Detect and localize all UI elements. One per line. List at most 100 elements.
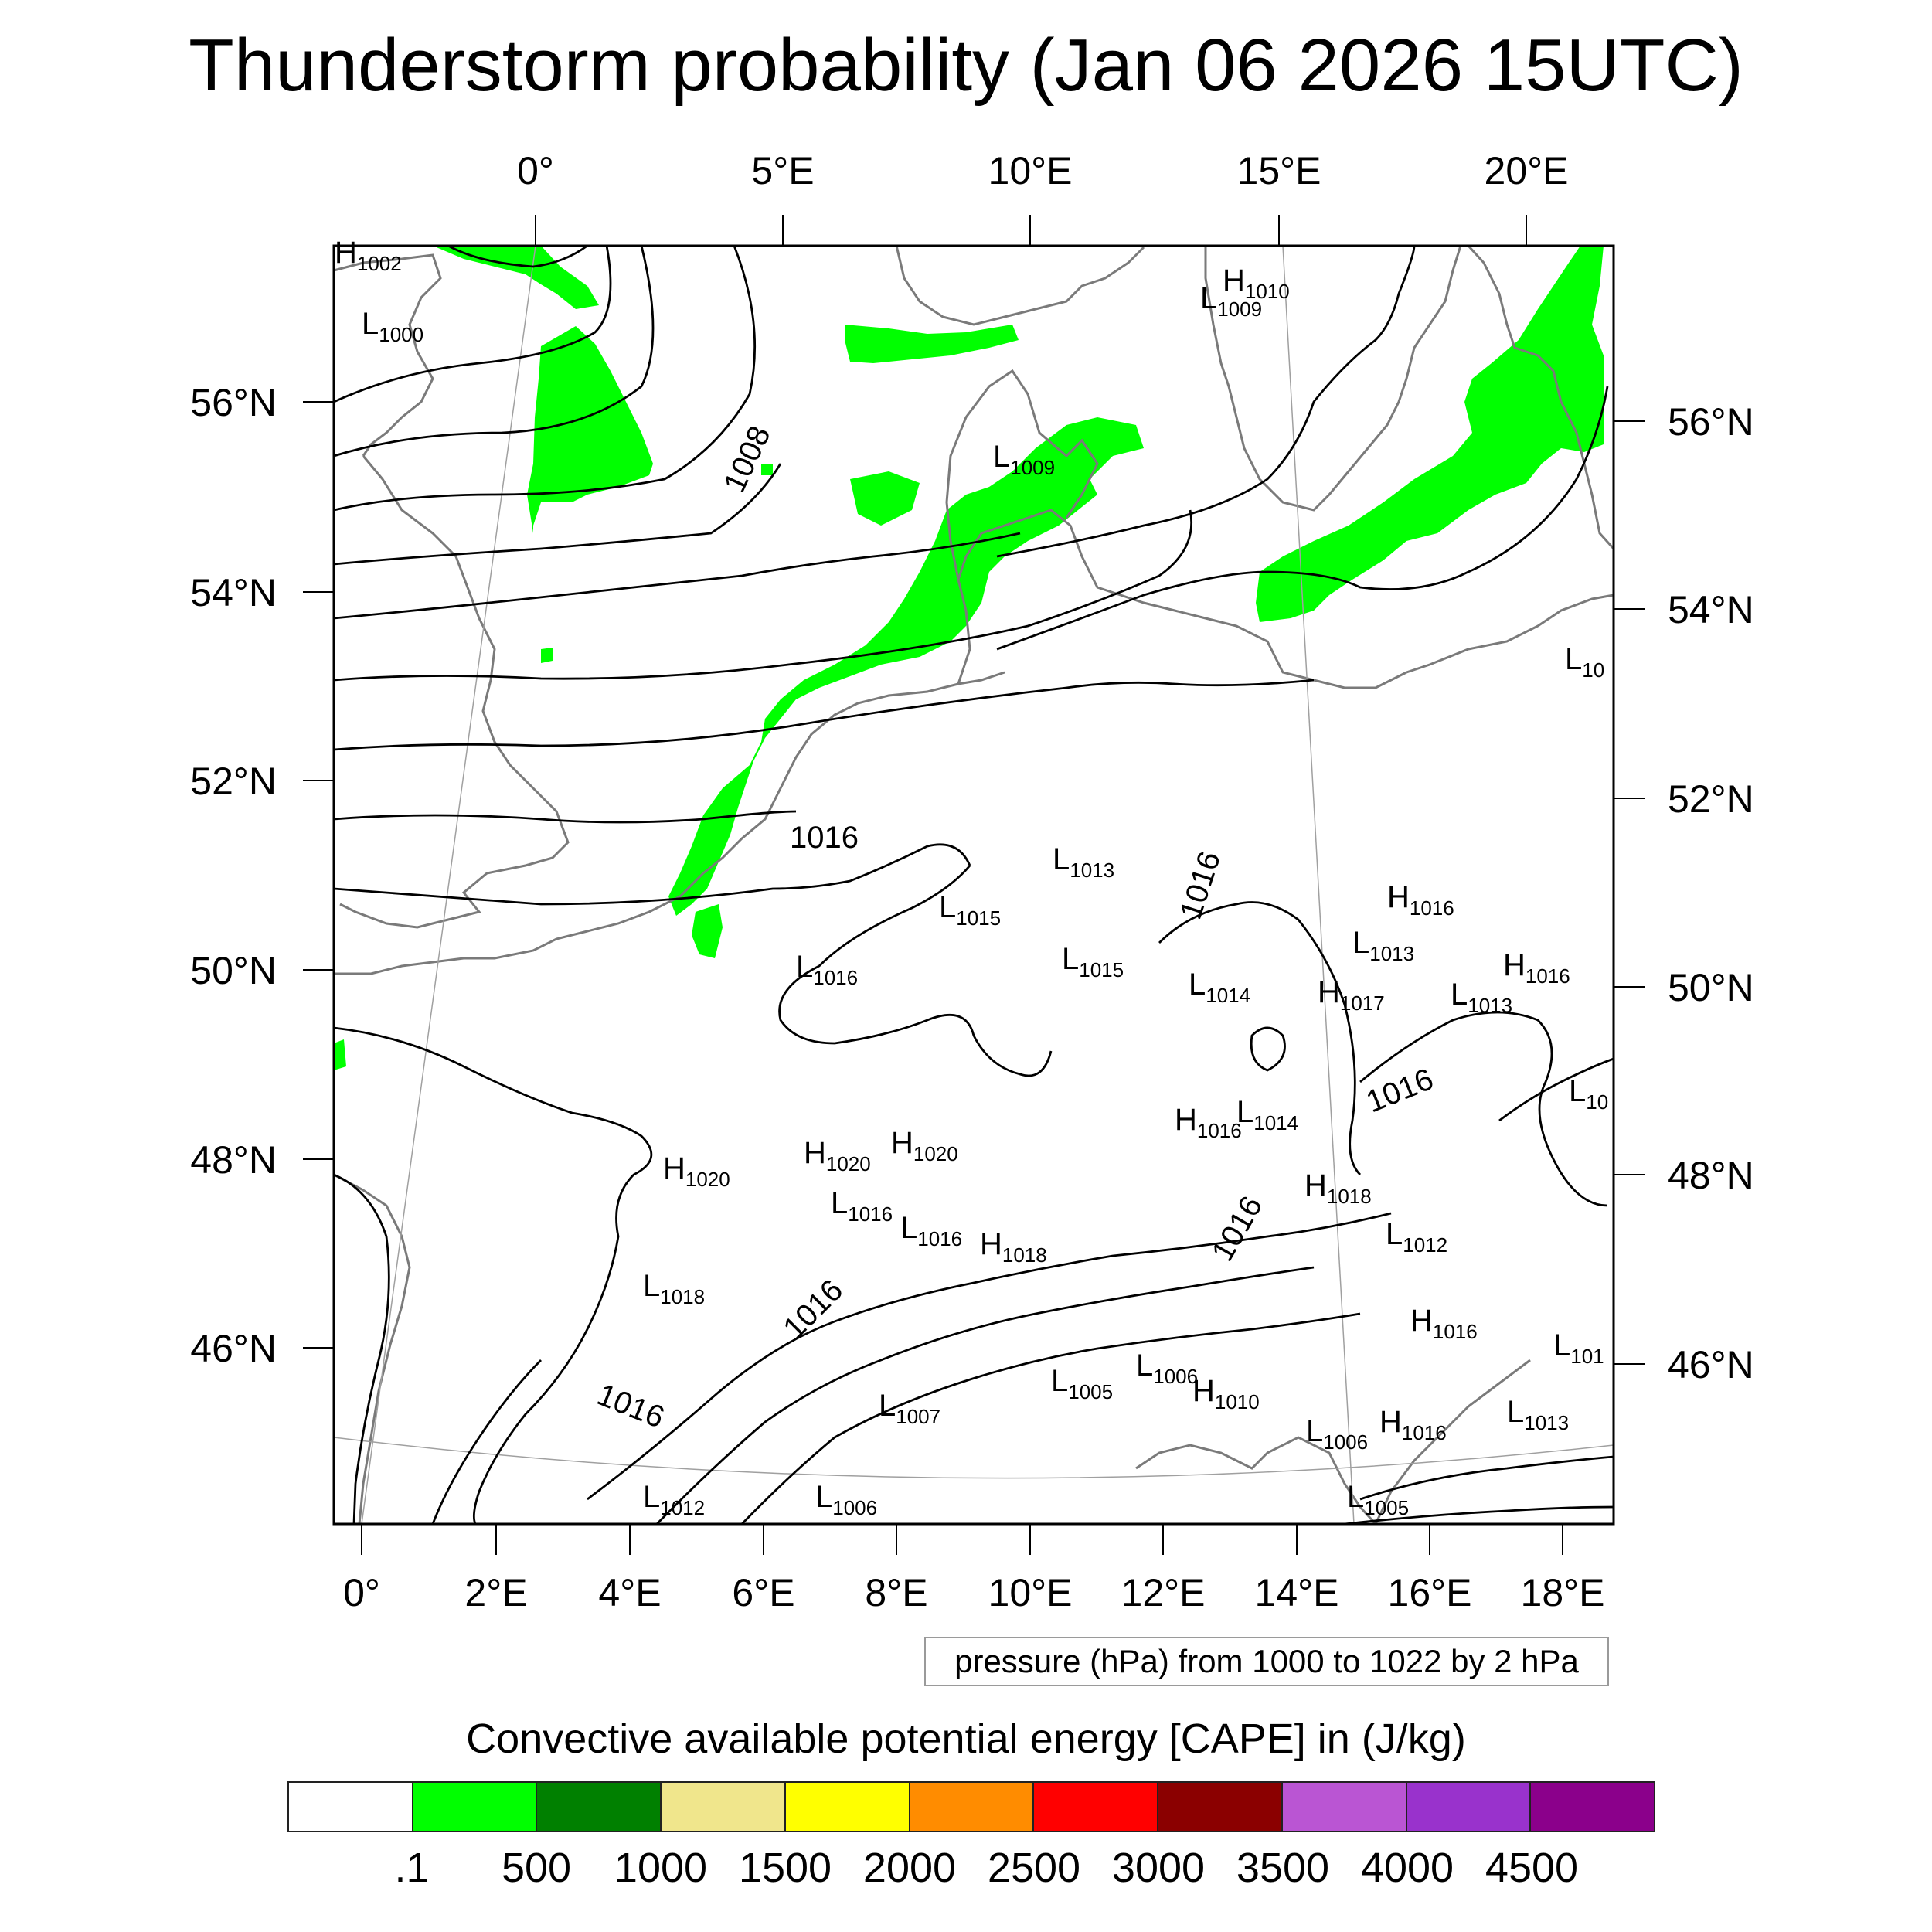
pressure-system-label: L1005 [1347, 1480, 1409, 1519]
coastlines [333, 244, 1615, 1526]
isobar-1016-southeast [1359, 1455, 1614, 1501]
colorbar-label: 2500 [987, 1845, 1081, 1891]
isobar-1014-ring [1250, 1026, 1286, 1072]
colorbar-label: 4000 [1360, 1845, 1454, 1891]
map-title: Thunderstorm probability (Jan 06 2026 15… [189, 24, 1743, 107]
isobar-1016-north [996, 386, 1609, 651]
colorbar-label: 1500 [738, 1845, 832, 1891]
top-longitude-labels: 0° 5°E 10°E 15°E 20°E [517, 149, 1568, 192]
colorbar-label: 1000 [614, 1845, 708, 1891]
colorbar-swatch [662, 1783, 786, 1831]
coastline-germany-north [957, 509, 1407, 689]
pressure-system-label: H1002 [335, 236, 402, 275]
cape-shading [334, 246, 1604, 1070]
coastline-baltic-east [1467, 244, 1615, 550]
isobar-1016-alps-north [587, 1212, 1392, 1501]
coastline-denmark [945, 369, 1099, 580]
right-lat-label-46n: 46°N [1668, 1343, 1754, 1386]
cape-area-small-left-2 [541, 648, 553, 663]
bottom-longitude-labels: 0° 2°E 4°E 6°E 8°E 10°E 12°E 14°E 16°E 1… [343, 1571, 1604, 1614]
colorbar-label: 3000 [1111, 1845, 1206, 1891]
pressure-system-label: L1009 [1200, 281, 1262, 321]
graticule-meridian-15e [1282, 245, 1355, 1525]
bottom-lon-label-2e: 2°E [464, 1571, 527, 1614]
bottom-lon-label-12e: 12°E [1121, 1571, 1206, 1614]
tick-marks [303, 215, 1645, 1555]
colorbar-swatch [413, 1783, 538, 1831]
right-latitude-labels: 56°N 54°N 52°N 50°N 48°N 46°N [1668, 400, 1754, 1386]
pressure-system-label: H1016 [1379, 1405, 1447, 1444]
bottom-lon-label-10e: 10°E [988, 1571, 1073, 1614]
isobar-1016-mid [333, 843, 971, 906]
isobar-1010 [333, 463, 782, 566]
pressure-system-label: L1014 [1189, 968, 1250, 1007]
map-frame [332, 244, 1615, 1526]
left-lat-label-56n: 56°N [190, 381, 277, 424]
isobar-1020-west [431, 1359, 542, 1525]
bottom-lon-label-4e: 4°E [598, 1571, 661, 1614]
left-lat-label-52n: 52°N [190, 760, 277, 803]
colorbar-swatch [785, 1783, 910, 1831]
pressure-system-label: L1013 [1352, 926, 1414, 965]
pressure-system-label: H1018 [1304, 1168, 1372, 1208]
isobar-1018-west [333, 1173, 390, 1525]
isobar-1008 [333, 245, 757, 512]
pressure-system-label: L10 [1569, 1074, 1608, 1114]
isobar-1012-b [333, 679, 1315, 751]
coastline-channel-france [334, 671, 1005, 975]
cape-area-top-left [433, 246, 599, 309]
cape-area-small-left-1 [334, 1039, 346, 1070]
right-lat-label-48n: 48°N [1668, 1154, 1754, 1197]
pressure-system-label: L1009 [993, 440, 1055, 479]
map-plot-area [332, 244, 1615, 1526]
coastline-italy-north [1135, 1444, 1269, 1470]
graticule [333, 245, 1614, 1525]
pressure-system-label: H1018 [980, 1227, 1047, 1267]
cape-area-skagerrak [845, 325, 1019, 363]
graticule-parallel-46n [333, 1437, 1614, 1479]
isobar-1014 [333, 810, 797, 824]
pressure-system-label: L1006 [1136, 1349, 1198, 1388]
pressure-system-label: H1010 [1223, 264, 1290, 303]
cape-area-small-mid [761, 464, 773, 475]
colorbar-swatch [537, 1783, 662, 1831]
colorbar-swatch [289, 1783, 413, 1831]
pressure-system-label: L1013 [1451, 978, 1512, 1017]
colorbar-label: .1 [394, 1845, 430, 1891]
isobar-1018-alps [655, 1266, 1315, 1525]
colorbar-swatch [1531, 1783, 1655, 1831]
top-lon-label-20e: 20°E [1485, 149, 1569, 192]
colorbar-swatch [1282, 1783, 1407, 1831]
pressure-system-label: L1007 [879, 1389, 940, 1428]
isobar-1002 [447, 244, 588, 268]
right-lat-label-54n: 54°N [1668, 588, 1754, 631]
graticule-meridian-0 [361, 245, 536, 1525]
pressure-system-label: L1016 [831, 1186, 893, 1226]
isobar-1004 [333, 245, 612, 403]
isobar-1016-alps-south [740, 1312, 1361, 1525]
isobar-1010-b [333, 532, 1021, 620]
pressure-system-label: H1016 [1503, 948, 1570, 988]
cape-area-german-bight-band [668, 417, 1144, 916]
pressure-system-label: L1013 [1053, 842, 1114, 882]
colorbar-swatch [910, 1783, 1035, 1831]
coastline-croatia [1374, 1359, 1531, 1525]
pressure-system-label: L1015 [1062, 942, 1124, 981]
pressure-system-label: L1018 [643, 1269, 705, 1308]
isobar-1016-east-block [1359, 1011, 1608, 1207]
isobars [333, 244, 1614, 1526]
pressure-system-label: L1016 [796, 950, 858, 989]
cape-colorbar [287, 1781, 1655, 1832]
cape-area-north-sea [527, 326, 653, 533]
isobar-1014-southeast [1344, 1505, 1614, 1526]
pressure-contour-note: pressure (hPa) from 1000 to 1022 by 2 hP… [924, 1637, 1609, 1686]
pressure-system-label: H1020 [804, 1136, 871, 1175]
left-lat-label-48n: 48°N [190, 1138, 277, 1182]
isobar-1016-loop-centre [778, 865, 1053, 1077]
pressure-system-label: L1016 [900, 1211, 962, 1250]
isobar-1016-southwest [333, 1026, 653, 1525]
colorbar-swatch [1406, 1783, 1532, 1831]
bottom-lon-label-6e: 6°E [732, 1571, 794, 1614]
colorbar-swatch [1034, 1783, 1159, 1831]
